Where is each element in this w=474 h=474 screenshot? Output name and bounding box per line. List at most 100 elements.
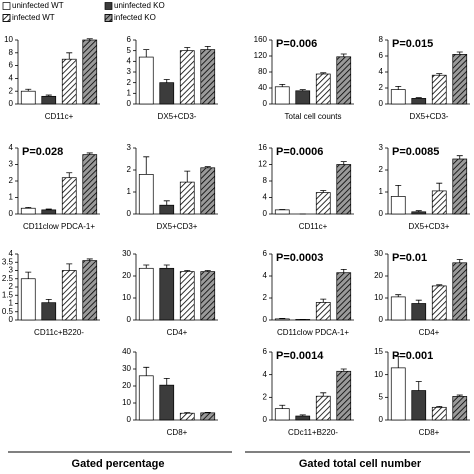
bar-hatch [432, 285, 447, 320]
error-bar [415, 381, 422, 391]
bar [138, 56, 154, 105]
error-bar [320, 298, 327, 303]
error-bar [415, 210, 422, 212]
y-tick-label: 2 [127, 78, 132, 87]
y-tick-label: 0 [127, 415, 132, 424]
y-tick-label: 0 [263, 415, 268, 424]
bar [295, 90, 311, 105]
y-tick-label: 0 [379, 99, 384, 108]
bar-hatch [336, 164, 351, 214]
error-bar [456, 394, 463, 397]
bar-hatch [82, 40, 97, 104]
y-tick-label: 10 [4, 35, 13, 44]
bar-hatch [432, 190, 447, 214]
error-bar [143, 366, 150, 376]
error-bar [320, 190, 327, 193]
y-tick-label: 2 [379, 83, 384, 92]
bar-hatch [316, 302, 331, 320]
error-bar [279, 84, 286, 87]
y-tick-label: 15 [374, 347, 383, 356]
error-bar [163, 377, 170, 386]
error-bar [340, 368, 347, 372]
legend-label: infected KO [114, 13, 156, 22]
bar [41, 302, 57, 321]
bar [20, 207, 36, 215]
bar-hatch [336, 371, 351, 420]
p-value: P=0.0003 [276, 252, 323, 264]
error-bar [340, 269, 347, 273]
y-tick-label: 6 [263, 347, 268, 356]
x-label: DX5+CD3- [158, 112, 197, 121]
y-tick-label: 2 [127, 165, 132, 174]
y-tick-label: 2 [379, 165, 384, 174]
bar [411, 303, 427, 321]
y-tick-label: 2.5 [2, 274, 14, 283]
error-bar [456, 155, 463, 159]
bar [411, 390, 427, 421]
bar-hatch [82, 260, 97, 320]
error-bar [204, 46, 211, 50]
y-tick-label: 0.5 [2, 307, 14, 316]
bar [390, 367, 406, 421]
error-bar [436, 406, 443, 408]
x-label: CD4+ [419, 328, 440, 337]
error-bar [66, 52, 73, 60]
y-tick-label: 0 [379, 415, 384, 424]
error-bar [143, 49, 150, 58]
error-bar [66, 172, 73, 178]
bar [138, 267, 154, 321]
bar [159, 384, 175, 421]
error-bar [184, 170, 191, 183]
error-bar [436, 73, 443, 76]
bar-hatch [180, 271, 195, 320]
bar [411, 211, 427, 215]
x-label: CD4+ [167, 328, 188, 337]
bar-hatch [432, 407, 447, 420]
y-tick-label: 0 [263, 315, 268, 324]
error-bar [415, 299, 422, 304]
x-label: CD11c+ [299, 222, 328, 231]
error-bar [456, 51, 463, 55]
bar-hatch [180, 50, 195, 104]
y-tick-label: 2 [263, 392, 268, 401]
y-tick-label: 0 [127, 209, 132, 218]
bar-hatch [200, 271, 215, 320]
bar [411, 98, 427, 105]
y-tick-label: 3.5 [2, 257, 14, 266]
y-tick-label: 4 [263, 370, 268, 379]
footer-title: Gated total cell number [299, 458, 422, 470]
y-tick-label: 4 [9, 249, 14, 258]
bar-hatch [62, 270, 77, 320]
y-tick-label: 0 [379, 315, 384, 324]
error-bar [163, 79, 170, 83]
y-tick-label: 1.5 [2, 290, 14, 299]
bar [41, 95, 57, 105]
y-tick-label: 16 [258, 143, 267, 152]
y-tick-label: 10 [374, 370, 383, 379]
error-bar [436, 182, 443, 191]
error-bar [299, 89, 306, 91]
y-tick-label: 3 [127, 143, 132, 152]
bar [20, 90, 36, 105]
error-bar [436, 284, 443, 286]
error-bar [395, 356, 402, 368]
x-label: Total cell counts [285, 112, 342, 121]
p-value: P=0.028 [22, 146, 63, 158]
bar-hatch [200, 167, 215, 214]
bar-hatch [180, 182, 195, 214]
y-tick-label: 3 [9, 266, 14, 275]
error-bar [86, 258, 93, 261]
y-tick-label: 0 [127, 315, 132, 324]
bar-hatch [316, 74, 331, 104]
error-bar [25, 88, 32, 92]
y-tick-label: 80 [258, 67, 267, 76]
y-tick-label: 10 [374, 293, 383, 302]
error-bar [184, 47, 191, 51]
y-tick-label: 1 [379, 187, 384, 196]
y-tick-label: 4 [263, 193, 268, 202]
bar [274, 408, 290, 421]
y-tick-label: 4 [9, 74, 14, 83]
error-bar [340, 53, 347, 57]
x-label: DX5+CD3+ [409, 222, 450, 231]
error-bar [320, 392, 327, 397]
